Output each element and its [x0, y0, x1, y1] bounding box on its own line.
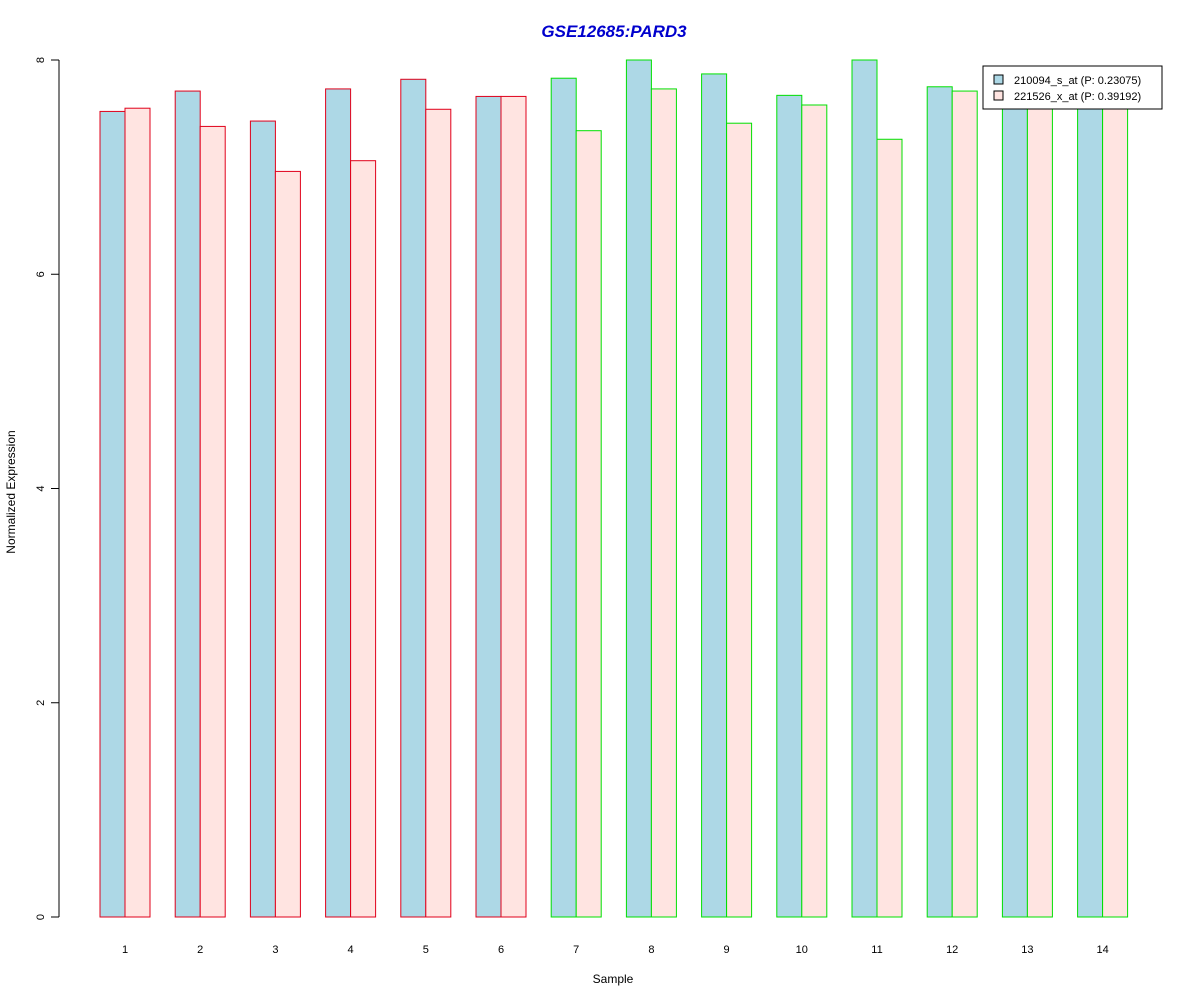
bar-sample-1-series-1 [99, 110, 126, 918]
bar-sample-11-series-2 [876, 138, 903, 918]
bar-sample-8-series-1 [625, 59, 652, 918]
x-tick-labels: 1 2 3 4 5 6 7 8 9 10 11 12 13 14 [122, 944, 1109, 956]
bar-sample-4-series-2 [350, 160, 377, 918]
bar-sample-10-series-1 [776, 94, 803, 918]
legend-label-series-1: 210094_s_at (P: 0.23075) [1014, 75, 1141, 87]
bar-sample-3-series-2 [274, 170, 301, 918]
bar-sample-6-series-1 [475, 95, 502, 918]
x-tick-label: 2 [197, 944, 203, 956]
x-tick-label: 3 [272, 944, 278, 956]
legend-box [982, 65, 1163, 110]
x-tick-label: 4 [348, 944, 354, 956]
x-tick-label: 10 [796, 944, 808, 956]
bar-sample-8-series-2 [650, 88, 677, 918]
x-tick-label: 5 [423, 944, 429, 956]
x-tick-label: 7 [573, 944, 579, 956]
x-tick-label: 1 [122, 944, 128, 956]
bar-sample-5-series-1 [400, 78, 427, 918]
x-tick-label: 9 [724, 944, 730, 956]
bar-sample-4-series-1 [325, 88, 352, 918]
bar-sample-9-series-2 [726, 122, 753, 918]
bar-sample-7-series-2 [575, 130, 602, 918]
x-tick-label: 11 [871, 944, 882, 956]
y-axis: 0 2 4 6 8 [35, 57, 60, 920]
bar-sample-14-series-2 [1102, 90, 1129, 918]
x-tick-label: 13 [1021, 944, 1033, 956]
bar-sample-13-series-1 [1001, 86, 1028, 918]
bar-sample-2-series-2 [199, 125, 226, 918]
bar-sample-13-series-2 [1026, 91, 1053, 918]
bar-sample-9-series-1 [701, 73, 728, 918]
legend-swatch-series-2 [993, 90, 1004, 101]
bar-sample-5-series-2 [425, 108, 452, 918]
bars-group [99, 59, 1129, 918]
x-tick-label: 12 [946, 944, 958, 956]
y-tick-label: 4 [35, 485, 47, 491]
y-tick-label: 2 [35, 700, 47, 706]
bar-sample-14-series-1 [1077, 85, 1104, 918]
bar-sample-1-series-2 [124, 107, 151, 918]
legend-label-series-2: 221526_x_at (P: 0.39192) [1014, 91, 1141, 103]
bar-sample-6-series-2 [500, 95, 527, 918]
bar-sample-10-series-2 [801, 104, 828, 918]
y-tick-label: 0 [35, 914, 47, 920]
x-tick-label: 14 [1096, 944, 1108, 956]
y-tick-label: 8 [35, 57, 47, 63]
bar-sample-12-series-2 [951, 90, 978, 918]
y-tick-label: 6 [35, 271, 47, 277]
bar-sample-12-series-1 [926, 86, 953, 918]
y-axis-label: Normalized Expression [4, 430, 18, 553]
x-tick-label: 6 [498, 944, 504, 956]
x-tick-label: 8 [648, 944, 654, 956]
bar-sample-11-series-1 [851, 59, 878, 918]
bar-sample-2-series-1 [174, 90, 201, 918]
bar-sample-7-series-1 [550, 77, 577, 918]
bar-sample-3-series-1 [249, 120, 276, 918]
legend: 210094_s_at (P: 0.23075) 221526_x_at (P:… [982, 65, 1163, 110]
chart-title: GSE12685:PARD3 [541, 22, 687, 41]
x-axis-label: Sample [593, 972, 634, 986]
legend-swatch-series-1 [993, 74, 1004, 85]
